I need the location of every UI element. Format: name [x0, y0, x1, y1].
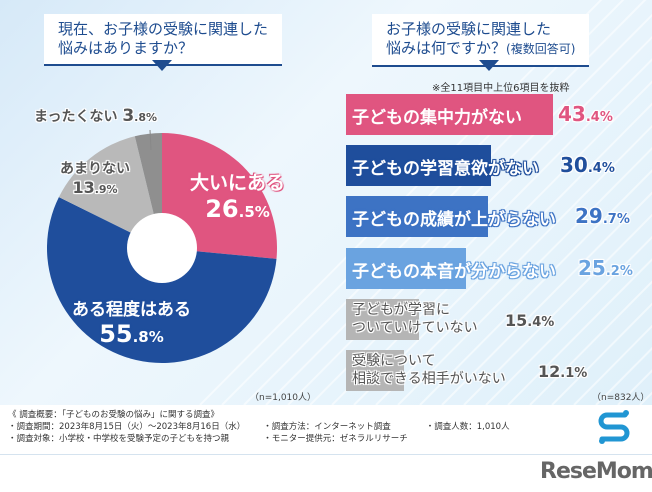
slice-ooini — [162, 133, 277, 259]
bar-value: 15.4% — [505, 311, 555, 330]
bar — [346, 350, 404, 391]
slice-name: あまりない — [60, 161, 130, 177]
bar-label: 子どもが学習に ついていけていない — [352, 302, 478, 336]
brand-s-logo-icon — [598, 410, 630, 444]
pie-label-amari: あまりない 13.9% — [60, 158, 130, 197]
bar — [346, 248, 467, 289]
left-sample-size: （n=1,010人） — [250, 393, 317, 403]
resemom-logo: ReseMom — [540, 459, 652, 484]
slice-value: 55 — [99, 320, 133, 348]
slice-value-decimal: .8% — [134, 111, 158, 124]
pie-label-aruteido: ある程度はある 55.8% — [72, 295, 191, 348]
survey-count: ・調査人数：1,010人 — [425, 422, 510, 432]
bar-label: 子どもの学習意欲がない — [352, 159, 539, 179]
slice-value: 13 — [72, 178, 95, 197]
pointer-triangle — [152, 60, 172, 71]
leader-line — [149, 129, 152, 151]
selection-note: ※全11項目中上位6項目を抜粋 — [432, 83, 570, 94]
bar — [346, 196, 488, 237]
bar-label: 子どもの本音が分からない — [352, 262, 556, 282]
survey-method: ・調査方法：インターネット調査 — [263, 422, 391, 432]
slice-name: ある程度はある — [72, 300, 191, 320]
slice-amari — [58, 136, 163, 248]
survey-provider: ・モニター提供元：ゼネラルリサーチ — [263, 434, 408, 444]
slice-value-decimal: .5% — [238, 203, 270, 221]
pointer-triangle — [479, 60, 499, 71]
bar-label: 受験について 相談できる相手がいない — [352, 353, 506, 387]
survey-title: 《 調査概要：「子どものお受験の悩み」に関する調査》 — [8, 410, 219, 420]
question-line: お子様の受験に関連した — [386, 20, 552, 38]
bar-value: 30.4% — [560, 153, 615, 177]
divider — [0, 454, 652, 455]
slice-value: 26 — [205, 195, 239, 223]
question-line: 悩みはありますか？ — [58, 39, 194, 57]
question-note: (複数回答可) — [506, 42, 576, 56]
donut-hole — [127, 213, 197, 283]
bar — [346, 145, 491, 186]
left-question: 現在、お子様の受験に関連した 悩みはありますか？ — [44, 14, 283, 66]
bar-label: 子どもの集中力がない — [352, 108, 522, 128]
bar-label: 子どもの成績が上がらない — [352, 210, 556, 230]
donut-chart — [47, 129, 277, 363]
bar-value: 12.1% — [538, 362, 588, 381]
survey-period: ・調査期間：2023年8月15日（火）～2023年8月16日（水） — [8, 422, 246, 432]
survey-footer: 《 調査概要：「子どものお受験の悩み」に関する調査》 ・調査期間：2023年8月… — [8, 409, 510, 445]
question-line: 現在、お子様の受験に関連した — [58, 20, 269, 38]
pie-label-ooini: 大いにある 26.5% — [190, 168, 285, 223]
bar — [346, 299, 420, 340]
slice-name: まったくない — [34, 109, 118, 125]
right-sample-size: （n=832人） — [592, 393, 650, 403]
question-line: 悩みは何ですか？ — [386, 39, 507, 57]
slice-value-decimal: .9% — [94, 183, 118, 196]
pie-label-mattaku: まったくない 3.8% — [34, 106, 157, 126]
right-question: お子様の受験に関連した 悩みは何ですか？(複数回答可) — [372, 14, 590, 67]
slice-value: 3 — [122, 106, 135, 126]
bar-value: 25.2% — [578, 256, 633, 280]
bar-value: 29.7% — [575, 204, 630, 228]
slice-value-decimal: .8% — [132, 328, 164, 346]
bar — [346, 94, 554, 135]
bar-value: 43.4% — [558, 102, 613, 126]
slice-name: 大いにある — [190, 172, 286, 194]
survey-target: ・調査対象：小学校・中学校を受験予定の子どもを持つ親 — [8, 434, 230, 444]
